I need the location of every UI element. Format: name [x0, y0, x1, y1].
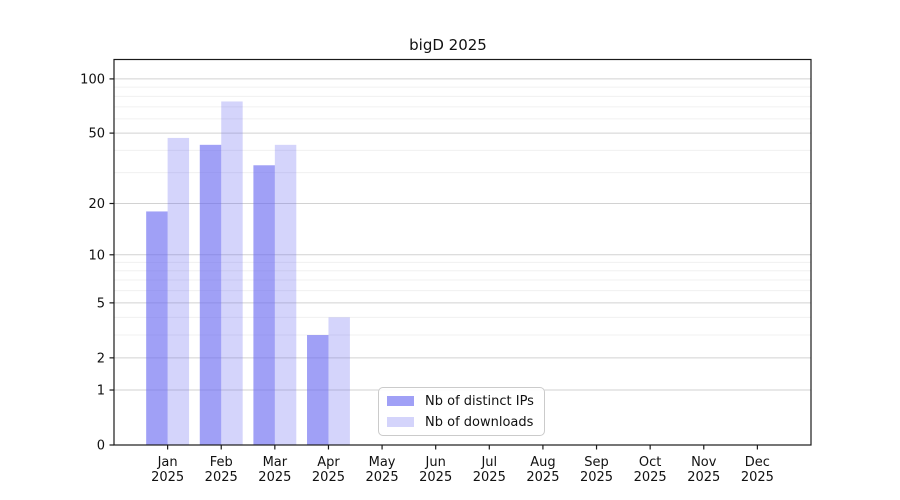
x-tick-label-month-jun: Jun: [425, 455, 446, 470]
bar-ips-jan: [146, 211, 168, 445]
y-tick-label-5: 5: [97, 296, 105, 311]
y-tick-label-20: 20: [88, 197, 105, 212]
x-tick-label-year-nov: 2025: [687, 470, 720, 485]
x-tick-label-month-jul: Jul: [480, 455, 497, 470]
legend-swatch-downloads: [387, 417, 414, 427]
y-tick-label-1: 1: [97, 384, 105, 399]
plot-border: [113, 58, 812, 446]
y-tick-label-50: 50: [88, 127, 105, 142]
x-tick-label-month-sep: Sep: [584, 455, 609, 470]
bar-downloads-jan: [167, 137, 190, 445]
x-tick-label-year-jun: 2025: [419, 470, 452, 485]
bar-downloads-apr: [328, 317, 350, 445]
y-tick-label-10: 10: [88, 248, 105, 263]
legend-label-downloads: Nb of downloads: [425, 414, 534, 430]
x-tick-label-year-sep: 2025: [580, 470, 613, 485]
bar-downloads-feb: [221, 101, 243, 446]
legend-item-distinct-ips: Nb of distinct IPs: [387, 393, 544, 410]
y-tick-label-100: 100: [80, 72, 105, 87]
legend: Nb of distinct IPs Nb of downloads: [378, 387, 545, 436]
x-tick-label-month-may: May: [369, 455, 396, 470]
x-tick-label-year-may: 2025: [366, 470, 399, 485]
x-tick-label-month-dec: Dec: [745, 455, 770, 470]
x-tick-label-month-mar: Mar: [263, 455, 288, 470]
x-tick-label-month-jan: Jan: [157, 455, 178, 470]
legend-item-downloads: Nb of downloads: [387, 414, 544, 431]
bar-ips-mar: [253, 165, 275, 446]
y-tick-label-0: 0: [97, 439, 105, 454]
x-tick-label-month-feb: Feb: [210, 455, 233, 470]
chart-title: bigD 2025: [409, 36, 487, 54]
x-tick-label-year-feb: 2025: [205, 470, 238, 485]
legend-swatch-distinct-ips: [387, 396, 414, 406]
x-tick-label-year-jul: 2025: [473, 470, 506, 485]
x-tick-label-year-oct: 2025: [634, 470, 667, 485]
x-tick-label-year-mar: 2025: [258, 470, 291, 485]
bar-ips-apr: [307, 335, 329, 445]
x-tick-label-month-nov: Nov: [691, 455, 717, 470]
legend-label-distinct-ips: Nb of distinct IPs: [425, 393, 534, 409]
x-tick-label-month-aug: Aug: [530, 455, 555, 470]
bar-ips-feb: [199, 144, 222, 445]
x-tick-label-year-dec: 2025: [741, 470, 774, 485]
x-tick-label-month-apr: Apr: [317, 455, 340, 470]
x-tick-label-year-apr: 2025: [312, 470, 345, 485]
x-tick-label-year-aug: 2025: [526, 470, 559, 485]
x-tick-label-year-jan: 2025: [151, 470, 184, 485]
bar-downloads-mar: [274, 144, 297, 445]
y-tick-label-2: 2: [97, 351, 105, 366]
x-tick-label-month-oct: Oct: [639, 455, 661, 470]
